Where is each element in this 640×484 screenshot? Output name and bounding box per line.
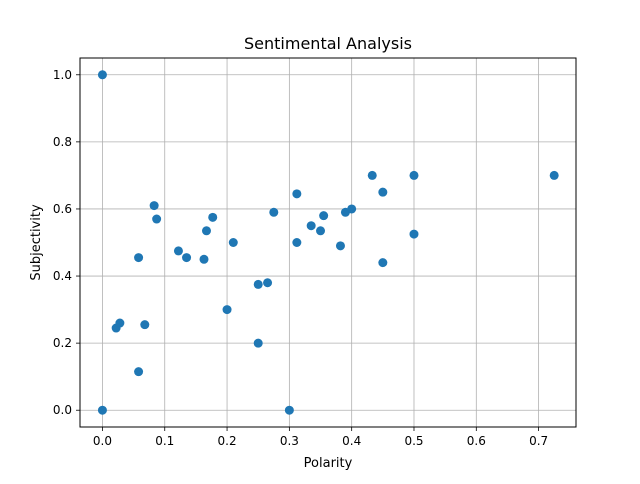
data-point — [152, 214, 162, 224]
data-point — [222, 305, 232, 315]
data-point — [378, 187, 388, 197]
y-tick-label: 0.6 — [53, 202, 72, 216]
data-point — [335, 241, 345, 251]
data-point — [199, 254, 209, 264]
y-axis-label: Subjectivity — [29, 204, 44, 281]
data-point — [409, 229, 419, 239]
data-point — [269, 207, 279, 217]
data-point — [208, 212, 218, 222]
data-point — [306, 221, 316, 231]
data-point — [378, 258, 388, 268]
x-tick-label: 0.1 — [155, 434, 174, 448]
data-point — [201, 226, 211, 236]
x-tick-label: 0.6 — [467, 434, 486, 448]
data-point — [115, 318, 125, 328]
data-point — [182, 253, 192, 263]
data-point — [409, 170, 419, 180]
y-tick-label: 0.0 — [53, 403, 72, 417]
data-point — [134, 367, 144, 377]
x-tick-label: 0.2 — [218, 434, 237, 448]
data-point — [292, 238, 302, 247]
y-tick-label: 1.0 — [53, 68, 72, 82]
data-point — [228, 238, 238, 247]
data-point — [549, 170, 559, 180]
y-tick-label: 0.8 — [53, 135, 72, 149]
data-point — [253, 338, 263, 348]
data-point — [347, 204, 357, 214]
x-tick-label: 0.4 — [342, 434, 361, 448]
x-tick-label: 0.7 — [529, 434, 548, 448]
data-point — [292, 189, 302, 199]
grid-lines — [80, 58, 576, 427]
x-tick-label: 0.0 — [93, 434, 112, 448]
data-point — [263, 278, 273, 288]
y-tick-label: 0.4 — [53, 269, 72, 283]
x-tick-label: 0.5 — [404, 434, 423, 448]
data-point — [140, 320, 150, 330]
data-point — [134, 253, 144, 263]
chart-title: Sentimental Analysis — [244, 34, 412, 53]
data-point — [149, 201, 159, 211]
data-point — [284, 405, 294, 415]
data-point — [173, 246, 183, 256]
data-point — [97, 405, 107, 415]
x-tick-label: 0.3 — [280, 434, 299, 448]
data-point — [97, 70, 107, 80]
data-point — [316, 226, 326, 236]
y-tick-label: 0.2 — [53, 336, 72, 350]
plot-area-frame — [79, 57, 577, 428]
data-point — [319, 211, 329, 221]
axis-ticks: 0.0 0.1 0.2 0.3 0.4 0.5 0.6 0.7 0.0 0.2 0.4 0.6 0.8 1… — [53, 68, 548, 448]
data-point — [367, 170, 377, 180]
x-axis-label: Polarity — [304, 456, 353, 471]
data-point — [253, 279, 263, 289]
data-points — [97, 70, 559, 415]
